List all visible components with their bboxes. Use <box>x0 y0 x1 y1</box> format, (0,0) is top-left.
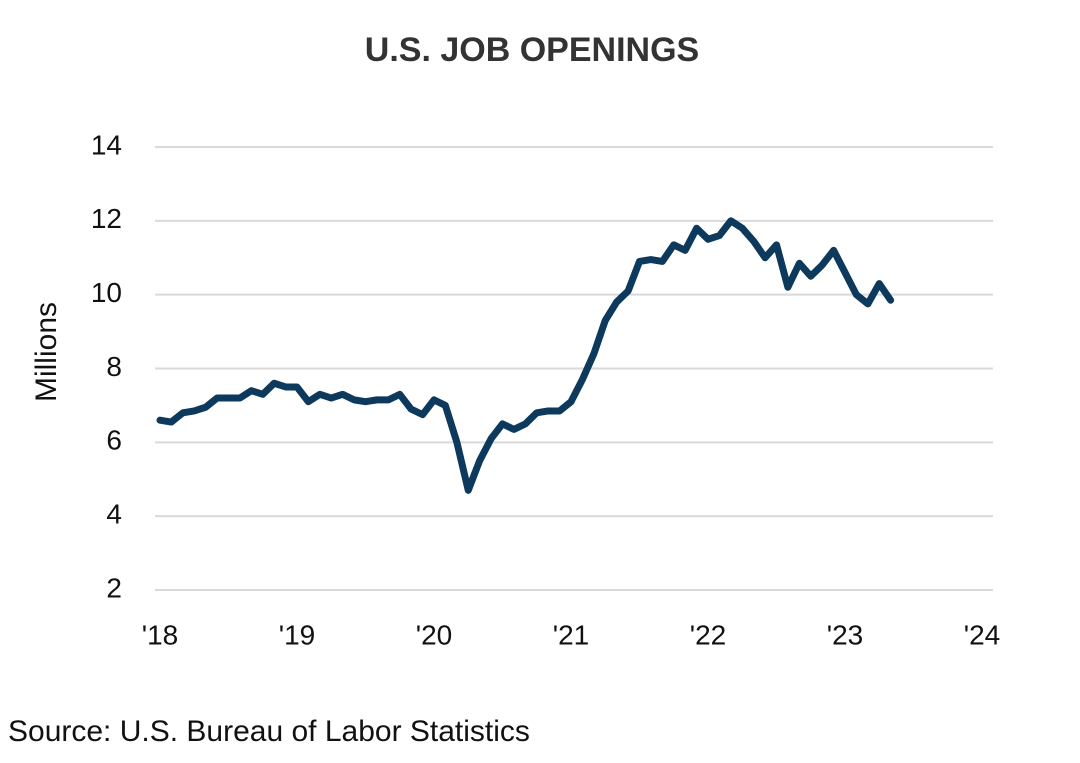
y-tick-label: 14 <box>91 129 122 160</box>
x-tick-label: '20 <box>416 619 453 650</box>
y-tick-label: 2 <box>106 572 122 603</box>
data-line <box>156 217 895 494</box>
chart-title: U.S. JOB OPENINGS <box>365 31 699 69</box>
y-axis-label: Millions <box>30 302 63 402</box>
x-tick-label: '24 <box>964 619 1001 650</box>
source-note: Source: U.S. Bureau of Labor Statistics <box>8 715 530 748</box>
x-tick-label: '23 <box>827 619 864 650</box>
y-tick-label: 6 <box>106 425 122 456</box>
y-tick-label: 4 <box>106 499 122 530</box>
x-tick-label: '22 <box>690 619 727 650</box>
y-tick-label: 8 <box>106 351 122 382</box>
x-tick-label: '18 <box>142 619 179 650</box>
x-tick-label: '19 <box>279 619 316 650</box>
x-tick-label: '21 <box>553 619 590 650</box>
y-tick-label: 12 <box>91 203 122 234</box>
y-tick-label: 10 <box>91 277 122 308</box>
